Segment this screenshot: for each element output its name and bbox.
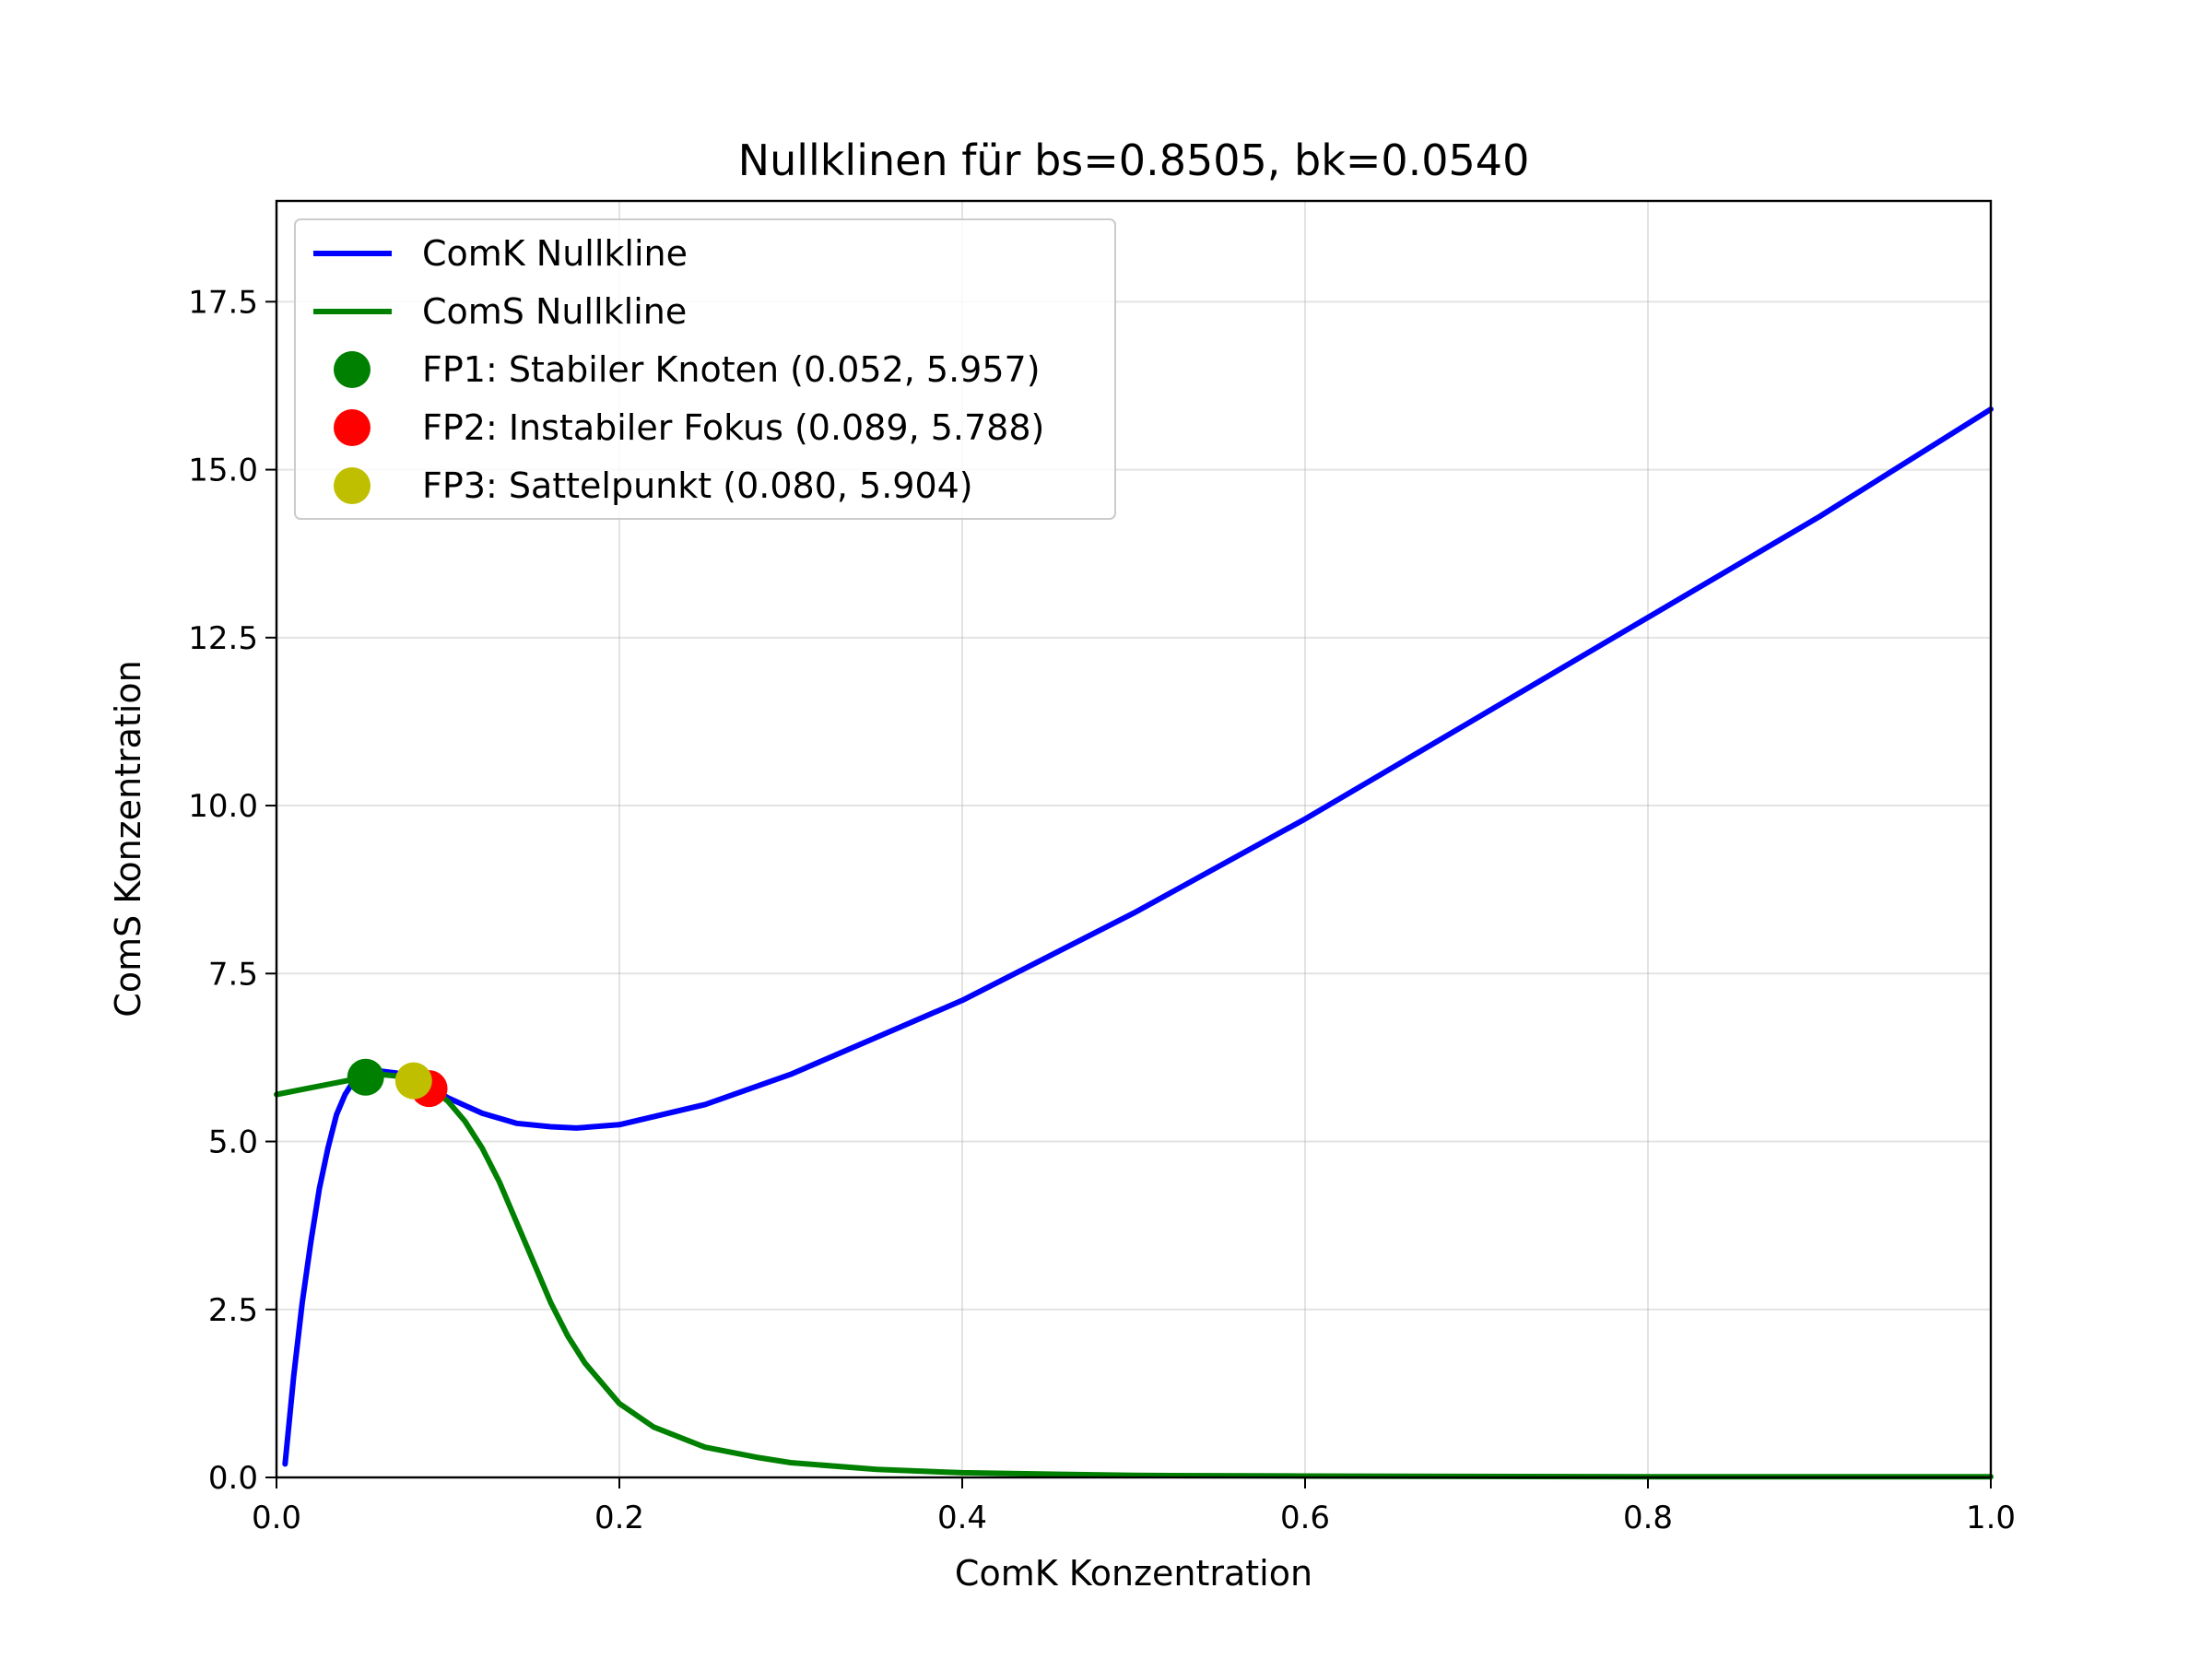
y-tick-label: 2.5	[208, 1292, 258, 1329]
fixed-point-fp1	[347, 1058, 384, 1096]
x-tick-label: 0.4	[937, 1500, 987, 1536]
x-tick-label: 0.6	[1280, 1500, 1330, 1536]
fixed-point-fp3	[394, 1062, 432, 1100]
comk-nullcline	[282, 406, 1994, 1467]
legend-label-fp3: FP3: Sattelpunkt (0.080, 5.904)	[422, 465, 973, 506]
legend-marker-fp2	[334, 409, 371, 446]
fixed-point-markers	[347, 1058, 448, 1108]
plot-frame	[275, 199, 1993, 1479]
legend-label-comk: ComK Nullkline	[422, 233, 688, 274]
x-tick-label: 0.0	[252, 1500, 301, 1536]
y-tick-label: 7.5	[208, 956, 258, 993]
y-tick-label: 17.5	[188, 284, 258, 321]
chart-title: Nullklinen für bs=0.8505, bk=0.0540	[738, 135, 1530, 185]
y-tick-label: 12.5	[188, 620, 258, 657]
legend-label-fp2: FP2: Instabiler Fokus (0.089, 5.788)	[422, 407, 1044, 448]
legend: ComK Nullkline ComS Nullkline FP1: Stabile…	[294, 218, 1116, 520]
x-axis-label: ComK Konzentration	[955, 1553, 1312, 1594]
y-tick-label: 5.0	[208, 1124, 258, 1161]
legend-label-coms: ComS Nullkline	[422, 291, 687, 332]
y-tick-label: 0.0	[208, 1460, 258, 1497]
axis-ticks: 0.0 0.2 0.4 0.6 0.8 1.0 0.0 2.5 5.0 7.5 10.0 12.5 15…	[188, 284, 2016, 1536]
y-tick-label: 15.0	[188, 453, 258, 489]
x-tick-label: 0.8	[1623, 1500, 1673, 1536]
x-tick-label: 0.2	[594, 1500, 644, 1536]
legend-marker-fp1	[334, 351, 371, 388]
y-tick-label: 10.0	[188, 788, 258, 825]
legend-box	[294, 218, 1116, 520]
x-tick-label: 1.0	[1966, 1500, 2016, 1536]
legend-label-fp1: FP1: Stabiler Knoten (0.052, 5.957)	[422, 349, 1041, 390]
legend-marker-fp3	[334, 467, 371, 504]
y-axis-label: ComS Konzentration	[108, 660, 148, 1017]
